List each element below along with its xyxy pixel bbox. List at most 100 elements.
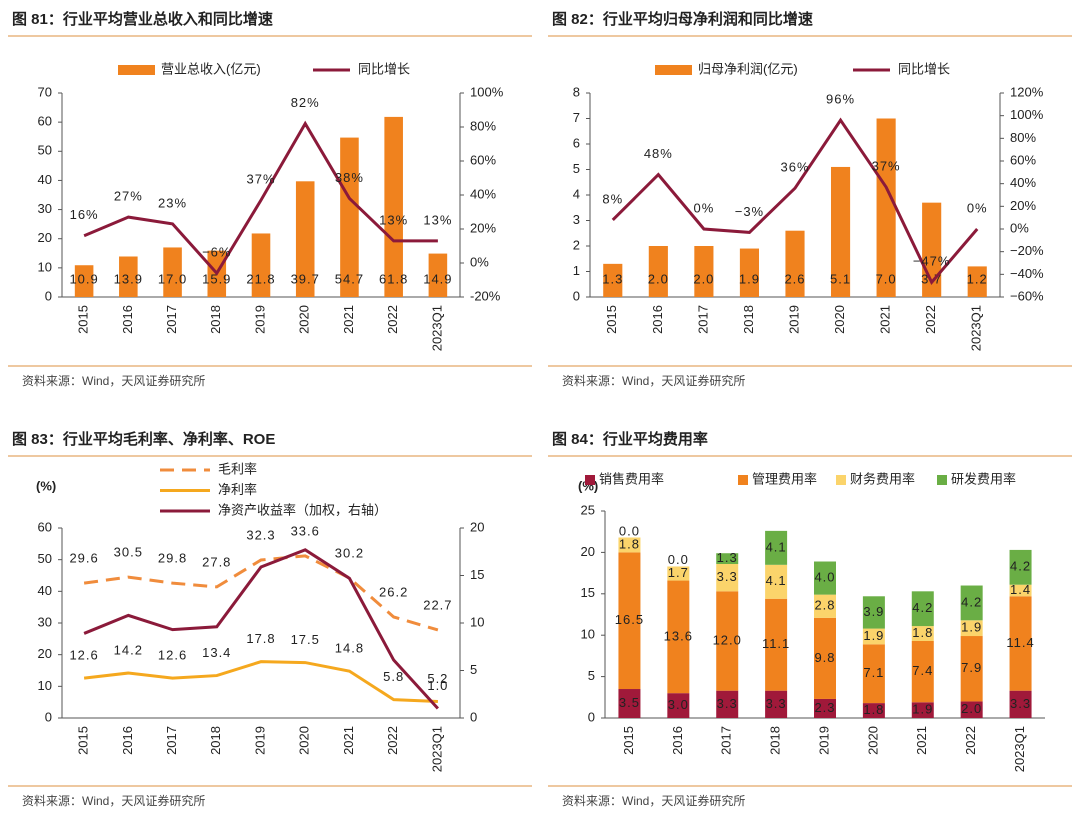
x-tick-label: 2016 <box>120 726 135 755</box>
bar-segment <box>911 702 934 718</box>
x-tick-label: 2021 <box>914 726 929 755</box>
data-label: 4.0 <box>814 570 835 585</box>
y-tick-label: 0 <box>45 709 52 724</box>
legend-label: 净资产收益率（加权，右轴） <box>218 502 387 517</box>
chart-title: 图 81：行业平均营业总收入和同比增速 <box>12 10 273 28</box>
bar-segment <box>667 693 690 718</box>
annotation: 29.8 <box>158 551 187 566</box>
bar <box>694 246 714 297</box>
y2-tick-label: 20% <box>1010 198 1036 213</box>
y-tick-label: 0 <box>588 709 595 724</box>
data-label: 37% <box>872 159 901 174</box>
annotation: 30.2 <box>335 545 364 560</box>
data-label: 38% <box>335 170 364 185</box>
legend-swatch <box>937 475 947 485</box>
x-tick-label: 2023Q1 <box>1012 726 1027 772</box>
y2-tick-label: 100% <box>470 84 504 99</box>
line-series <box>83 120 438 276</box>
y-tick-label: 30 <box>38 614 52 629</box>
bar-segment <box>618 552 641 690</box>
data-label: 1.8 <box>863 702 884 717</box>
bar <box>74 265 94 297</box>
bar-segment <box>960 620 983 637</box>
legend-label: 同比增长 <box>898 61 950 76</box>
x-tick-label: 2018 <box>768 726 783 755</box>
y-tick-label: 50 <box>38 143 52 158</box>
bar-segment <box>667 580 690 694</box>
bar <box>967 266 987 297</box>
x-tick-label: 2020 <box>297 305 312 334</box>
x-tick-label: 2023Q1 <box>429 305 444 351</box>
x-tick-label: 2019 <box>252 726 267 755</box>
x-tick-label: 2022 <box>385 305 400 334</box>
bar <box>384 116 403 297</box>
y-tick-label: 4 <box>573 186 580 201</box>
data-label: 13.4 <box>202 645 231 660</box>
x-tick-label: 2016 <box>120 305 135 334</box>
chart-panel: 图 84：行业平均费用率资料来源：Wind，天风证券研究所(%)05101520… <box>548 430 1072 808</box>
y2-tick-label: 20% <box>470 220 496 235</box>
bar-segment <box>960 585 983 621</box>
x-tick-label: 2022 <box>923 305 938 334</box>
bar-segment <box>716 563 739 592</box>
y-axis-unit: (%) <box>36 478 56 493</box>
data-label: 17.0 <box>158 271 187 286</box>
bar-segment <box>765 598 788 691</box>
y-tick-label: 30 <box>38 201 52 216</box>
y-tick-label: 20 <box>38 646 52 661</box>
y-tick-label: 20 <box>581 544 595 559</box>
y2-tick-label: 5 <box>470 662 477 677</box>
x-tick-label: 2015 <box>76 305 91 334</box>
y-tick-label: 5 <box>588 668 595 683</box>
y-tick-label: 10 <box>38 259 52 274</box>
annotation: 26.2 <box>379 584 408 599</box>
x-tick-label: 2019 <box>252 305 267 334</box>
data-label: 3.3 <box>717 696 738 711</box>
x-tick-label: 2019 <box>786 305 801 334</box>
data-label: 1.0 <box>427 678 448 693</box>
y2-tick-label: 120% <box>1010 84 1044 99</box>
annotation: 27.8 <box>202 554 231 569</box>
chart-panel: 图 83：行业平均毛利率、净利率、ROE 资料来源：Wind，天风证券研究所 (%)… <box>8 430 532 808</box>
data-label: −6% <box>202 245 231 260</box>
data-label: 15.9 <box>202 271 231 286</box>
bar-segment <box>960 701 983 718</box>
y-tick-label: 10 <box>581 627 595 642</box>
annotation: 33.6 <box>291 523 320 538</box>
data-label: 2.0 <box>693 271 714 286</box>
legend-label: 归母净利润(亿元) <box>698 61 798 76</box>
legend-label: 研发费用率 <box>951 471 1016 486</box>
data-label: 13% <box>379 212 408 227</box>
data-label: 5.2 <box>427 671 448 686</box>
source-note: 资料来源：Wind，天风证券研究所 <box>562 373 745 388</box>
y2-tick-label: 10 <box>470 614 484 629</box>
bar <box>340 137 359 297</box>
data-label: 1.3 <box>717 550 738 565</box>
data-label: 7.9 <box>961 660 982 675</box>
y-tick-label: 40 <box>38 172 52 187</box>
y-tick-label: 50 <box>38 551 52 566</box>
data-label: 1.8 <box>912 625 933 640</box>
y2-tick-label: 80% <box>1010 130 1036 145</box>
bar <box>648 246 668 297</box>
x-tick-label: 2018 <box>208 305 223 334</box>
data-label: 1.9 <box>961 620 982 635</box>
data-label: 0% <box>693 200 714 215</box>
bar-segment <box>765 690 788 718</box>
bar-segment <box>716 690 739 718</box>
y-tick-label: 0 <box>573 288 580 303</box>
data-label: 36% <box>780 160 809 175</box>
y-tick-label: 3 <box>573 212 580 227</box>
y2-tick-label: -20% <box>470 288 501 303</box>
y2-tick-label: 0% <box>470 254 489 269</box>
bar <box>876 118 896 297</box>
source-note: 资料来源：Wind，天风证券研究所 <box>22 373 205 388</box>
data-label: 11.4 <box>1006 635 1034 650</box>
data-label: 13.6 <box>664 628 693 643</box>
data-label: 12.6 <box>158 648 187 663</box>
data-label: 54.7 <box>335 271 364 286</box>
source-note: 资料来源：Wind，天风证券研究所 <box>562 793 745 808</box>
bar-segment <box>814 561 836 595</box>
bar <box>603 263 623 297</box>
y2-tick-label: 0% <box>1010 220 1029 235</box>
